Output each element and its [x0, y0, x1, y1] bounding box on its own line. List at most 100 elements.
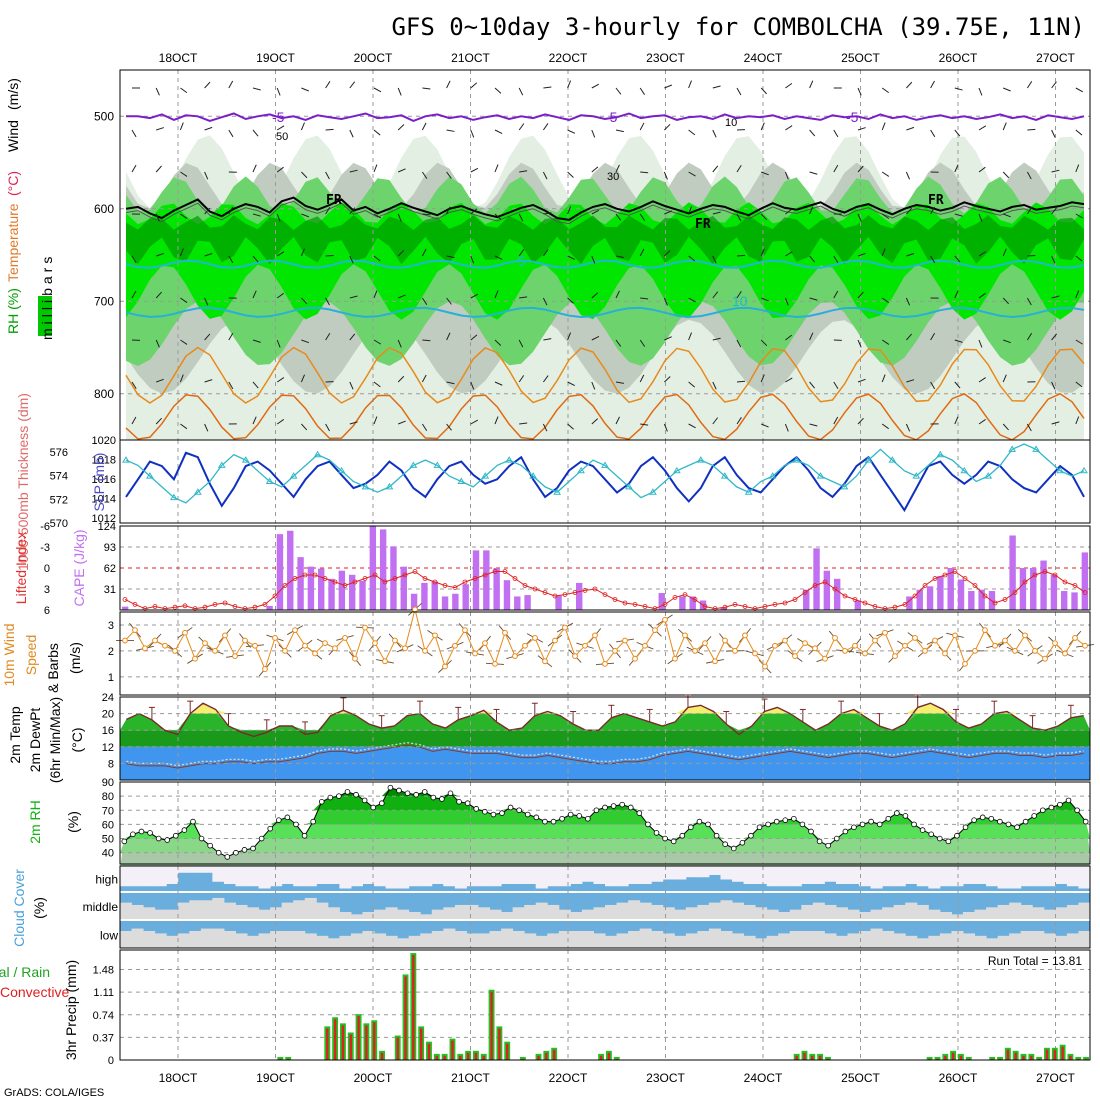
wind-barb [664, 84, 673, 89]
lifted-index-marker [922, 583, 928, 588]
cloud-cell [477, 907, 491, 919]
wind-barb [978, 377, 986, 383]
wind-barb [881, 87, 890, 94]
cape-bar [555, 595, 562, 610]
wind-barb [131, 129, 137, 138]
cloud-cell [732, 902, 745, 919]
thickness-tick-label: 576 [50, 447, 68, 459]
cape-bar [906, 596, 913, 610]
rh-marker [224, 854, 231, 860]
wind-speed-marker [812, 645, 818, 652]
cloud-cell [581, 930, 594, 948]
wind-speed-marker [962, 660, 968, 667]
wind-barb [785, 125, 793, 131]
wind-barb [397, 87, 402, 96]
wind-speed-marker [462, 627, 468, 634]
convective-bar [474, 1052, 478, 1060]
convective-bar [380, 1052, 384, 1060]
rh-marker [190, 818, 196, 825]
lifted-index-marker [752, 606, 758, 611]
thickness-marker [481, 472, 490, 479]
cloud-cell [431, 909, 444, 919]
wind-barb [301, 171, 308, 179]
cloud-cell [605, 866, 618, 887]
cloud-cell [501, 866, 514, 884]
x-tick-label-top: 22OCT [549, 51, 588, 65]
thickness-marker [864, 456, 873, 463]
cloud-cell [801, 904, 814, 919]
precip-legend-total: Total / Rain [0, 964, 50, 980]
wind-speed-marker [712, 658, 718, 665]
convective-bar [811, 1055, 814, 1060]
wind-barb [373, 290, 378, 299]
temp-20-line [125, 392, 1085, 441]
cloud-cell [327, 866, 340, 884]
thickness-tick-label: 574 [50, 471, 68, 483]
wind-barb [398, 168, 406, 173]
rh-marker [396, 787, 402, 794]
wind-speed-marker [742, 632, 748, 639]
cape-bar [957, 579, 965, 610]
convective-bar [607, 1052, 611, 1060]
wind-barb [760, 374, 765, 383]
cloud-cell [247, 935, 260, 948]
rh-marker [799, 821, 806, 828]
x-tick-label-bottom: 26OCT [939, 1071, 978, 1085]
wind-barb [276, 339, 281, 348]
wind-barb [736, 213, 742, 222]
wind-barb [1051, 421, 1060, 425]
wind-speed-marker [562, 624, 568, 631]
wind-barb [252, 87, 261, 91]
convective-bar [967, 1058, 970, 1060]
cloud-cell [339, 935, 352, 948]
convective-bar [326, 1028, 329, 1060]
lifted-index-marker [802, 590, 808, 595]
panel-frame [119, 611, 1091, 696]
cloud-cell [501, 928, 514, 948]
wind-barb [881, 423, 889, 430]
thickness-marker [840, 482, 849, 490]
x-tick-label-bottom: 18OCT [159, 1071, 198, 1085]
cloud-cell [235, 866, 248, 887]
thickness-marker [553, 488, 561, 495]
wind-speed-marker [722, 637, 728, 644]
cloud-cell [951, 914, 964, 919]
wind-barb [833, 164, 839, 173]
convective-bar [373, 1022, 376, 1060]
temp-band-dark [120, 730, 1090, 747]
freezing-contour-label: FR [695, 217, 711, 232]
wind-barb [615, 255, 624, 258]
cloud-cell [720, 866, 733, 880]
cloud-cell [1055, 866, 1068, 884]
cloud-cell [916, 904, 929, 919]
wind-barb [567, 129, 576, 134]
wind-barb [1026, 423, 1032, 432]
wind-barb [712, 211, 721, 215]
rh-contour-label: 10 [725, 117, 737, 129]
cloud-cell [570, 866, 583, 884]
cloud-cell [581, 909, 594, 919]
wind-barb [349, 333, 356, 341]
wind-barb [663, 297, 668, 306]
wind-barb [276, 213, 281, 222]
cloud-cell [916, 938, 929, 948]
cloud-cell [327, 938, 340, 948]
wind-barb [954, 87, 963, 91]
wind-barb [809, 255, 816, 263]
rh-marker [627, 804, 634, 811]
wind-barb [204, 207, 211, 215]
thickness-marker [146, 472, 154, 479]
precip-bar [934, 1056, 941, 1060]
rh-marker [705, 821, 711, 828]
cloud-cell [316, 902, 329, 919]
wind-speed-marker [542, 658, 548, 665]
cloud-cell [951, 930, 964, 948]
cape-tick-label: 93 [104, 542, 116, 554]
wind-barb [373, 416, 378, 425]
cloud-cell [882, 907, 895, 919]
wind-barb [567, 381, 575, 387]
wind-barb [881, 213, 890, 219]
wind-barb [131, 290, 137, 299]
cape-bar [462, 584, 469, 610]
wind-barb [736, 164, 742, 173]
